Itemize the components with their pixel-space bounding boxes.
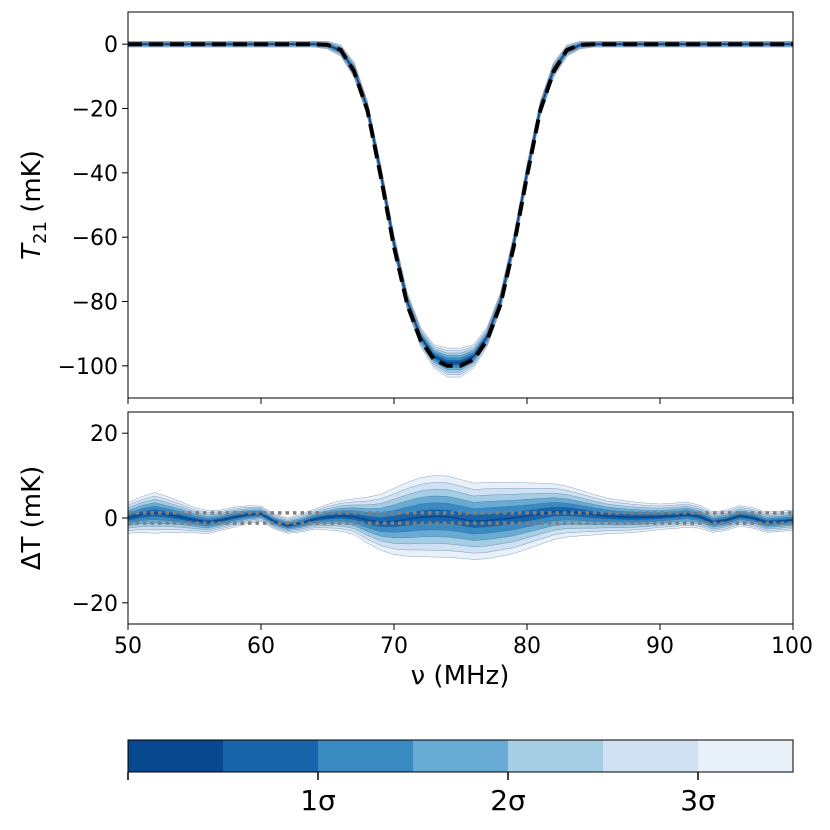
top-y-tick-label: −40 (72, 162, 118, 187)
top-y-tick-label: −100 (58, 355, 118, 380)
top-truth-dashed-line (128, 42, 793, 368)
top-band-2.5sigma (128, 41, 793, 375)
x-axis-label: ν (MHz) (411, 661, 510, 691)
colorbar-cells (128, 740, 794, 772)
bottom-x-tick-label: 60 (247, 634, 275, 659)
bottom-x-tick-label: 100 (771, 634, 813, 659)
top-series (128, 42, 793, 368)
top-y-tick-label: 0 (104, 33, 118, 58)
top-median-line (128, 43, 793, 364)
bottom-y-ticks: 20 0 −20 (72, 422, 128, 617)
colorbar-cell (698, 740, 794, 772)
bottom-y-tick-label: 0 (104, 507, 118, 532)
top-y-ticks: 0 −20 −40 −60 −80 −100 (58, 33, 128, 380)
colorbar: 1σ 2σ 3σ (127, 739, 794, 817)
bottom-x-tick-label: 70 (380, 634, 408, 659)
top-panel: 0 −20 −40 −60 −80 −100 T21 (mK) (17, 11, 794, 404)
bottom-sigma-bands (128, 475, 793, 560)
colorbar-tick-label: 3σ (680, 784, 716, 817)
bottom-y-axis-label: ΔT (mK) (17, 466, 47, 571)
top-y-tick-label: −60 (72, 226, 118, 251)
colorbar-ticks: 1σ 2σ 3σ (127, 772, 716, 817)
bottom-x-tick-label: 80 (513, 634, 541, 659)
top-y-label-unit: (mK) (17, 150, 47, 221)
bottom-x-ticks: 50 60 70 80 90 100 (114, 624, 813, 659)
top-band-1.5sigma (128, 42, 793, 371)
top-plot-frame (127, 11, 794, 399)
top-band-2sigma (128, 42, 793, 373)
bottom-median-line (128, 510, 793, 527)
colorbar-cell (603, 740, 699, 772)
top-band-3sigma (128, 41, 793, 378)
colorbar-tick-label: 1σ (300, 784, 336, 817)
top-sigma-bands (128, 41, 793, 378)
colorbar-cell (223, 740, 319, 772)
colorbar-cell (508, 740, 604, 772)
top-band-1sigma (128, 43, 793, 368)
colorbar-frame (127, 739, 794, 773)
colorbar-cell (318, 740, 414, 772)
bottom-y-tick-label: −20 (72, 592, 118, 617)
colorbar-cell (128, 740, 224, 772)
top-x-ticks (127, 398, 794, 404)
top-y-tick-label: −80 (72, 291, 118, 316)
top-y-tick-label: −20 (72, 98, 118, 123)
top-y-label-symbol: T (17, 242, 47, 260)
top-y-label-subscript: 21 (30, 221, 51, 244)
colorbar-cell (413, 740, 509, 772)
colorbar-tick-label: 2σ (490, 784, 526, 817)
bottom-x-tick-label: 90 (646, 634, 674, 659)
bottom-panel: 20 0 −20 50 60 70 80 90 100 ΔT (mK) ν (MHz) (17, 411, 813, 691)
bottom-series (128, 510, 793, 527)
top-band-0.5sigma (128, 43, 793, 366)
bottom-y-tick-label: 20 (90, 422, 118, 447)
bottom-x-tick-label: 50 (114, 634, 142, 659)
top-y-axis-label: T21 (mK) (17, 150, 51, 260)
